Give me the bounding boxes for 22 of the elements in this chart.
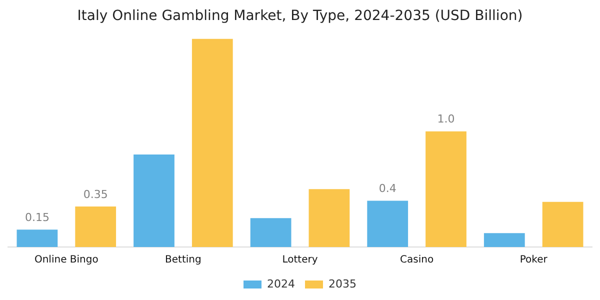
x-tick-label: Poker: [520, 254, 548, 266]
x-tick-label: Lottery: [282, 254, 318, 266]
bar: [542, 202, 584, 247]
x-tick-label: Casino: [400, 254, 434, 266]
bar: [75, 206, 116, 247]
data-label: 1.0: [437, 112, 455, 126]
chart-title: Italy Online Gambling Market, By Type, 2024-2035 (USD Billion): [77, 8, 523, 24]
bar: [367, 200, 408, 247]
bar: [134, 154, 174, 247]
bar: [16, 230, 58, 247]
bar: [426, 131, 466, 247]
x-tick-label: Betting: [165, 254, 202, 266]
x-tick-label: Online Bingo: [34, 254, 98, 266]
data-label: 0.15: [24, 211, 50, 224]
data-label: 0.4: [378, 182, 396, 196]
legend-label: 2035: [328, 277, 356, 290]
data-label: 0.35: [83, 188, 108, 201]
bar: [192, 38, 233, 247]
bar: [250, 218, 292, 247]
bar: [308, 189, 350, 247]
bar: [484, 233, 525, 247]
legend-label: 2024: [267, 277, 296, 290]
